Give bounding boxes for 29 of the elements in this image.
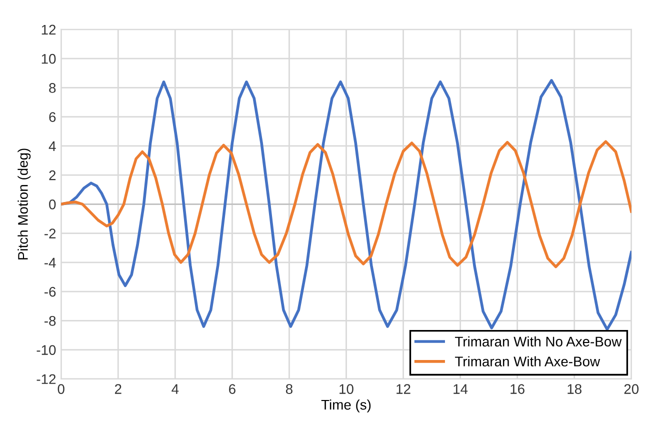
y-tick-label: 10 xyxy=(42,54,56,64)
x-tick-label: 8 xyxy=(286,384,292,394)
y-axis-title: Pitch Motion (deg) xyxy=(18,148,31,260)
x-tick-label: 2 xyxy=(114,384,122,394)
y-tick-label: 4 xyxy=(48,141,56,151)
x-tick-label: 4 xyxy=(172,384,179,394)
x-tick-label: 6 xyxy=(229,384,236,394)
y-tick-label: 0 xyxy=(49,200,56,210)
y-tick-label: -10 xyxy=(36,345,56,355)
x-tick-label: 14 xyxy=(454,384,468,394)
y-tick-label: -2 xyxy=(44,228,56,238)
y-tick-label: 12 xyxy=(42,24,56,35)
x-tick-label: 20 xyxy=(624,384,639,394)
y-tick-label: -4 xyxy=(44,258,56,268)
x-tick-label: 16 xyxy=(510,384,524,394)
line-series xyxy=(61,140,632,268)
y-tick-label: 8 xyxy=(49,83,56,93)
x-tick-label: 18 xyxy=(568,384,582,394)
x-tick-label: 0 xyxy=(58,384,64,394)
y-tick-label: 2 xyxy=(49,170,56,180)
legend-label: Trimaran With No Axe-Bow xyxy=(455,336,622,347)
y-tick-label: 6 xyxy=(49,112,56,122)
x-axis-title: Time (s) xyxy=(321,399,371,412)
x-tick-label: 10 xyxy=(340,384,354,394)
y-tick-label: -8 xyxy=(44,316,56,326)
legend-label: Trimaran With Axe-Bow xyxy=(455,356,600,366)
x-tick-label: 12 xyxy=(396,384,410,394)
y-tick-label: -6 xyxy=(44,286,56,297)
y-tick-label: -12 xyxy=(36,374,56,384)
